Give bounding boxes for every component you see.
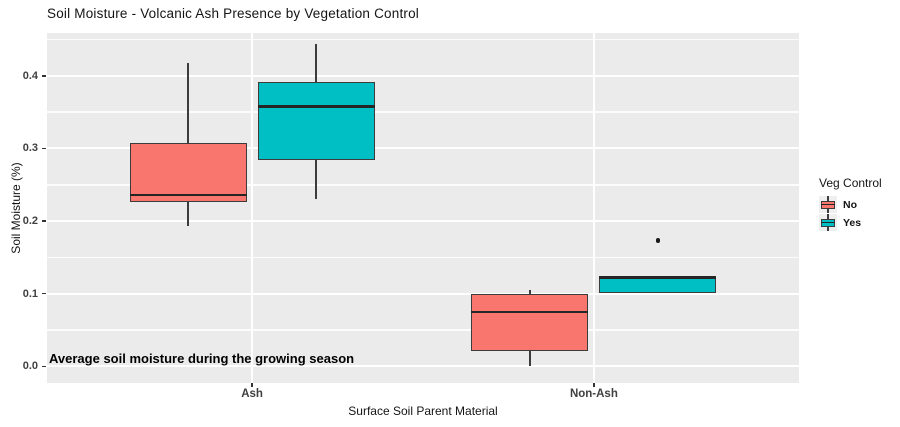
legend-item: No [819, 196, 882, 213]
median-line [129, 193, 247, 197]
median-line [257, 105, 375, 108]
key-median [821, 203, 835, 206]
gridline-minor [47, 111, 799, 113]
gridline-minor [47, 329, 799, 331]
gridline-major-vertical [592, 33, 595, 383]
legend-items: No Yes [819, 196, 882, 231]
x-axis-title: Surface Soil Parent Material [348, 404, 498, 418]
boxplot-box [471, 294, 589, 352]
plot-title: Soil Moisture - Volcanic Ash Presence by… [47, 6, 419, 21]
y-tick-label: 0.2 [22, 215, 38, 228]
x-tick-label: Ash [241, 388, 263, 400]
legend-item-label: Yes [843, 216, 862, 229]
gridline-major [47, 292, 799, 295]
x-tick-label: Non-Ash [569, 388, 618, 400]
gridline-major [47, 365, 799, 368]
gridline-major [47, 74, 799, 77]
boxplot-key-icon [819, 214, 837, 231]
key-median [821, 221, 835, 224]
y-tick-mark [42, 75, 46, 77]
y-tick-label: 0.0 [22, 360, 38, 373]
gridline-minor [47, 38, 799, 41]
y-tick-mark [42, 292, 46, 295]
gridline-minor [47, 184, 799, 186]
y-tick-mark [42, 365, 46, 368]
boxplot-box [129, 143, 247, 203]
plot-panel [47, 33, 799, 383]
median-line [599, 276, 717, 279]
legend-title: Veg Control [819, 176, 882, 190]
boxplot-key-icon [819, 196, 837, 213]
y-tick-label: 0.1 [22, 287, 38, 300]
x-tick-mark [593, 383, 595, 387]
y-tick-mark [42, 147, 46, 150]
gridline-major [47, 220, 799, 223]
y-tick-mark [42, 220, 46, 222]
y-tick-label: 0.3 [22, 142, 38, 155]
outlier-point [655, 238, 661, 243]
gridline-major-vertical [251, 33, 254, 383]
legend-item-label: No [843, 198, 857, 211]
x-tick-mark [251, 383, 253, 387]
gridline-minor [47, 256, 799, 259]
y-tick-label: 0.4 [22, 69, 38, 82]
legend: Veg Control No Yes [819, 176, 882, 232]
median-line [471, 310, 589, 314]
gridline-major [47, 147, 799, 150]
boxplot-box [257, 82, 375, 161]
legend-item: Yes [819, 214, 882, 231]
annotation-text: Average soil moisture during the growing… [49, 351, 355, 366]
